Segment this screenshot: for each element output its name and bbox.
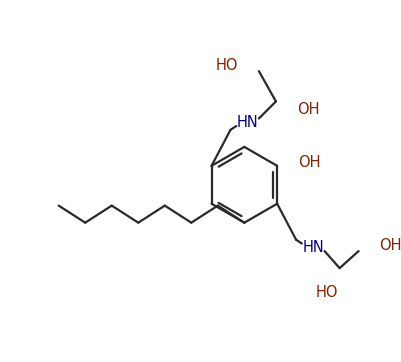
- Text: OH: OH: [297, 101, 319, 117]
- Text: HO: HO: [216, 58, 238, 73]
- Text: OH: OH: [379, 238, 401, 253]
- Text: HO: HO: [315, 285, 338, 300]
- Text: OH: OH: [298, 155, 320, 169]
- Text: HN: HN: [302, 240, 324, 255]
- Text: HN: HN: [237, 115, 258, 130]
